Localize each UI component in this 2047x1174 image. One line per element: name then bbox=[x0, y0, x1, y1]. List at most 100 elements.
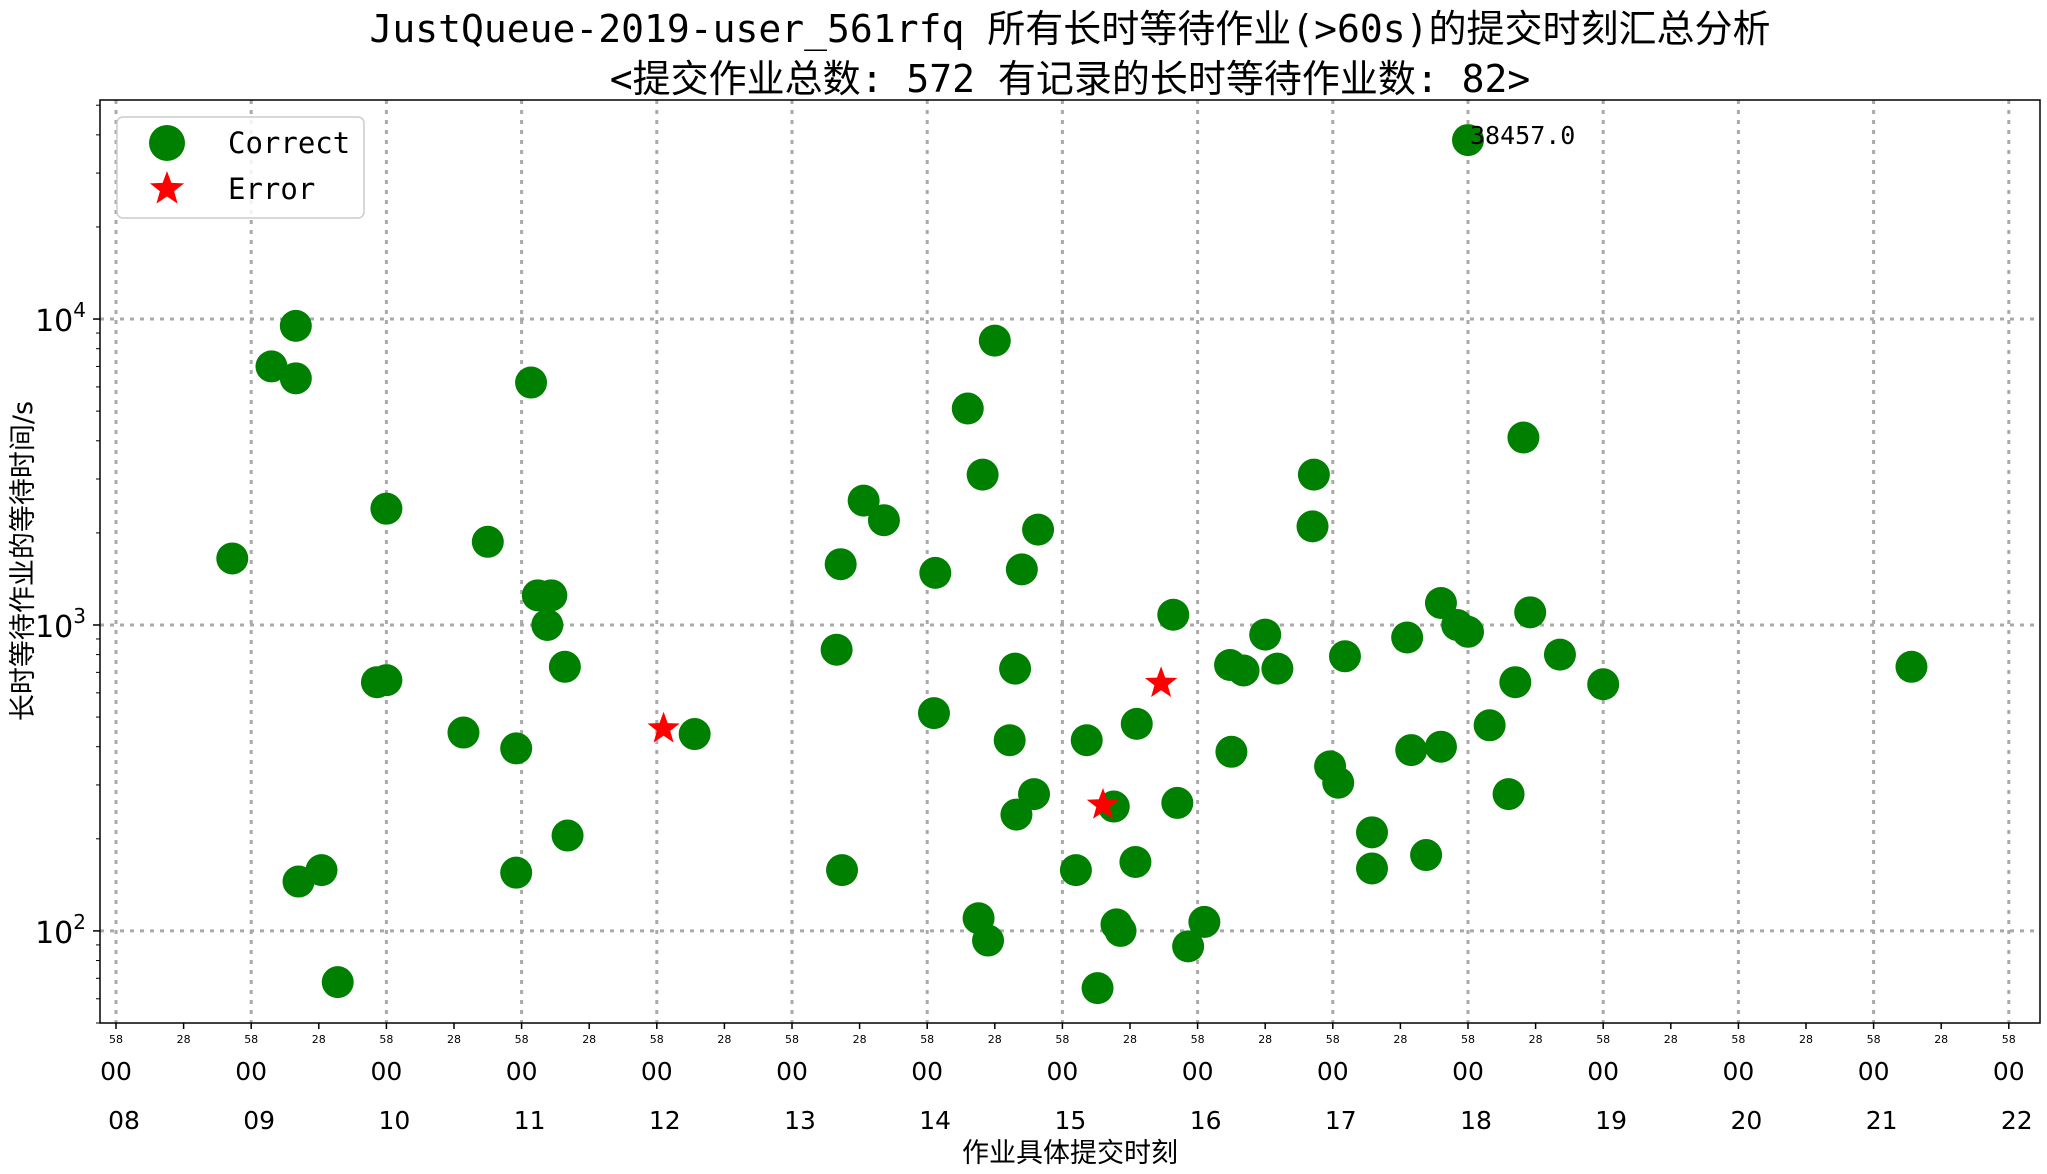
legend-marker-error bbox=[149, 171, 185, 204]
axis-ticks: 58 00 08 28 58 00 09 28 58 00 10 28 58 00 11 28 58 00 12 28… bbox=[35, 104, 2033, 1135]
point-correct-44 bbox=[1104, 914, 1137, 947]
x-tick-hour-09: 09 bbox=[243, 1106, 275, 1135]
point-correct-16 bbox=[531, 608, 564, 641]
point-correct-19 bbox=[551, 819, 584, 852]
point-correct-54 bbox=[1249, 618, 1282, 651]
point-correct-2 bbox=[279, 309, 312, 342]
x-tick-minutes-12: 00 bbox=[641, 1057, 673, 1086]
x-tick-seconds-half-09: 28 bbox=[312, 1033, 326, 1046]
x-tick-minutes-09: 00 bbox=[235, 1057, 267, 1086]
point-correct-56 bbox=[1296, 510, 1329, 543]
x-tick-minutes-11: 00 bbox=[506, 1057, 538, 1086]
legend-label-correct: Correct bbox=[228, 126, 350, 160]
point-correct-11 bbox=[471, 525, 504, 558]
y-tick-label-100: 102 bbox=[35, 910, 86, 951]
point-correct-53 bbox=[1227, 654, 1260, 687]
point-correct-5 bbox=[305, 854, 338, 887]
point-correct-65 bbox=[1410, 839, 1443, 872]
x-tick-minutes-17: 00 bbox=[1317, 1057, 1349, 1086]
point-correct-12 bbox=[500, 732, 533, 765]
point-correct-59 bbox=[1322, 766, 1355, 799]
x-tick-minutes-18: 00 bbox=[1452, 1057, 1484, 1086]
x-tick-seconds-half-08: 28 bbox=[177, 1033, 191, 1046]
x-tick-seconds-17: 58 bbox=[1326, 1033, 1340, 1046]
x-tick-seconds-half-18: 28 bbox=[1529, 1033, 1543, 1046]
x-tick-seconds-half-12: 28 bbox=[717, 1033, 731, 1046]
point-correct-17 bbox=[535, 579, 568, 612]
x-tick-minutes-21: 00 bbox=[1858, 1057, 1890, 1086]
x-tick-seconds-13: 58 bbox=[785, 1033, 799, 1046]
x-tick-minutes-20: 00 bbox=[1722, 1057, 1754, 1086]
point-correct-73 bbox=[1499, 666, 1532, 699]
point-correct-25 bbox=[867, 504, 900, 537]
legend-marker-correct bbox=[149, 125, 185, 161]
x-tick-hour-18: 18 bbox=[1460, 1106, 1492, 1135]
point-correct-27 bbox=[919, 556, 952, 589]
point-correct-31 bbox=[972, 924, 1005, 957]
x-tick-hour-16: 16 bbox=[1190, 1106, 1222, 1135]
point-correct-3 bbox=[279, 362, 312, 395]
point-correct-66 bbox=[1424, 730, 1457, 763]
legend-label-error: Error bbox=[228, 172, 315, 206]
point-correct-18 bbox=[548, 650, 581, 683]
x-tick-seconds-08: 58 bbox=[109, 1033, 123, 1046]
point-correct-21 bbox=[820, 633, 853, 666]
x-tick-hour-22: 22 bbox=[2001, 1106, 2033, 1135]
point-correct-63 bbox=[1391, 621, 1424, 654]
x-tick-seconds-half-20: 28 bbox=[1799, 1033, 1813, 1046]
x-tick-seconds-12: 58 bbox=[650, 1033, 664, 1046]
x-tick-seconds-half-16: 28 bbox=[1258, 1033, 1272, 1046]
x-tick-seconds-15: 58 bbox=[1055, 1033, 1069, 1046]
point-error-2 bbox=[1144, 666, 1178, 697]
point-correct-61 bbox=[1356, 816, 1389, 849]
point-correct-9 bbox=[370, 492, 403, 525]
point-correct-72 bbox=[1492, 778, 1525, 811]
point-correct-75 bbox=[1514, 596, 1547, 629]
point-correct-77 bbox=[1587, 668, 1620, 701]
point-correct-1 bbox=[255, 350, 288, 383]
x-tick-minutes-14: 00 bbox=[911, 1057, 943, 1086]
point-correct-0 bbox=[216, 542, 249, 575]
x-tick-hour-14: 14 bbox=[919, 1106, 951, 1135]
annotation-max-value: 38457.0 bbox=[1470, 121, 1575, 150]
point-correct-39 bbox=[1059, 854, 1092, 887]
point-correct-74 bbox=[1507, 421, 1540, 454]
y-axis-label: 长时等待作业的等待时间/s bbox=[8, 401, 39, 721]
chart-title: JustQueue-2019-user_561rfq 所有长时等待作业(>60s… bbox=[370, 7, 1771, 52]
point-error-0 bbox=[647, 711, 680, 743]
x-tick-hour-21: 21 bbox=[1866, 1106, 1898, 1135]
x-tick-seconds-09: 58 bbox=[244, 1033, 258, 1046]
x-tick-hour-17: 17 bbox=[1325, 1106, 1357, 1135]
y-tick-label-1000: 103 bbox=[35, 604, 86, 645]
point-correct-37 bbox=[1018, 778, 1051, 811]
y-tick-label-10000: 104 bbox=[35, 298, 86, 339]
x-tick-minutes-22: 00 bbox=[1993, 1057, 2025, 1086]
x-tick-seconds-19: 58 bbox=[1596, 1033, 1610, 1046]
x-tick-hour-11: 11 bbox=[514, 1106, 546, 1135]
x-tick-seconds-21: 58 bbox=[1867, 1033, 1881, 1046]
point-correct-26 bbox=[917, 697, 950, 730]
point-correct-62 bbox=[1356, 852, 1389, 885]
x-tick-hour-20: 20 bbox=[1730, 1106, 1762, 1135]
point-correct-10 bbox=[447, 716, 480, 749]
point-correct-67 bbox=[1424, 586, 1457, 619]
x-tick-seconds-half-21: 28 bbox=[1934, 1033, 1948, 1046]
point-correct-20 bbox=[678, 718, 711, 751]
point-correct-78 bbox=[1895, 650, 1928, 683]
x-tick-seconds-half-15: 28 bbox=[1123, 1033, 1137, 1046]
x-tick-hour-08: 08 bbox=[108, 1106, 140, 1135]
x-tick-hour-10: 10 bbox=[378, 1106, 410, 1135]
point-correct-14 bbox=[515, 366, 548, 399]
x-tick-minutes-16: 00 bbox=[1182, 1057, 1214, 1086]
point-correct-48 bbox=[1161, 786, 1194, 819]
x-tick-seconds-half-19: 28 bbox=[1664, 1033, 1678, 1046]
point-correct-57 bbox=[1297, 458, 1330, 491]
legend: Correct Error bbox=[116, 116, 365, 219]
x-tick-seconds-20: 58 bbox=[1731, 1033, 1745, 1046]
point-correct-55 bbox=[1261, 652, 1294, 685]
x-tick-seconds-half-10: 28 bbox=[447, 1033, 461, 1046]
plot-area-frame bbox=[99, 99, 2041, 1024]
x-tick-hour-19: 19 bbox=[1595, 1106, 1627, 1135]
point-correct-13 bbox=[500, 856, 533, 889]
